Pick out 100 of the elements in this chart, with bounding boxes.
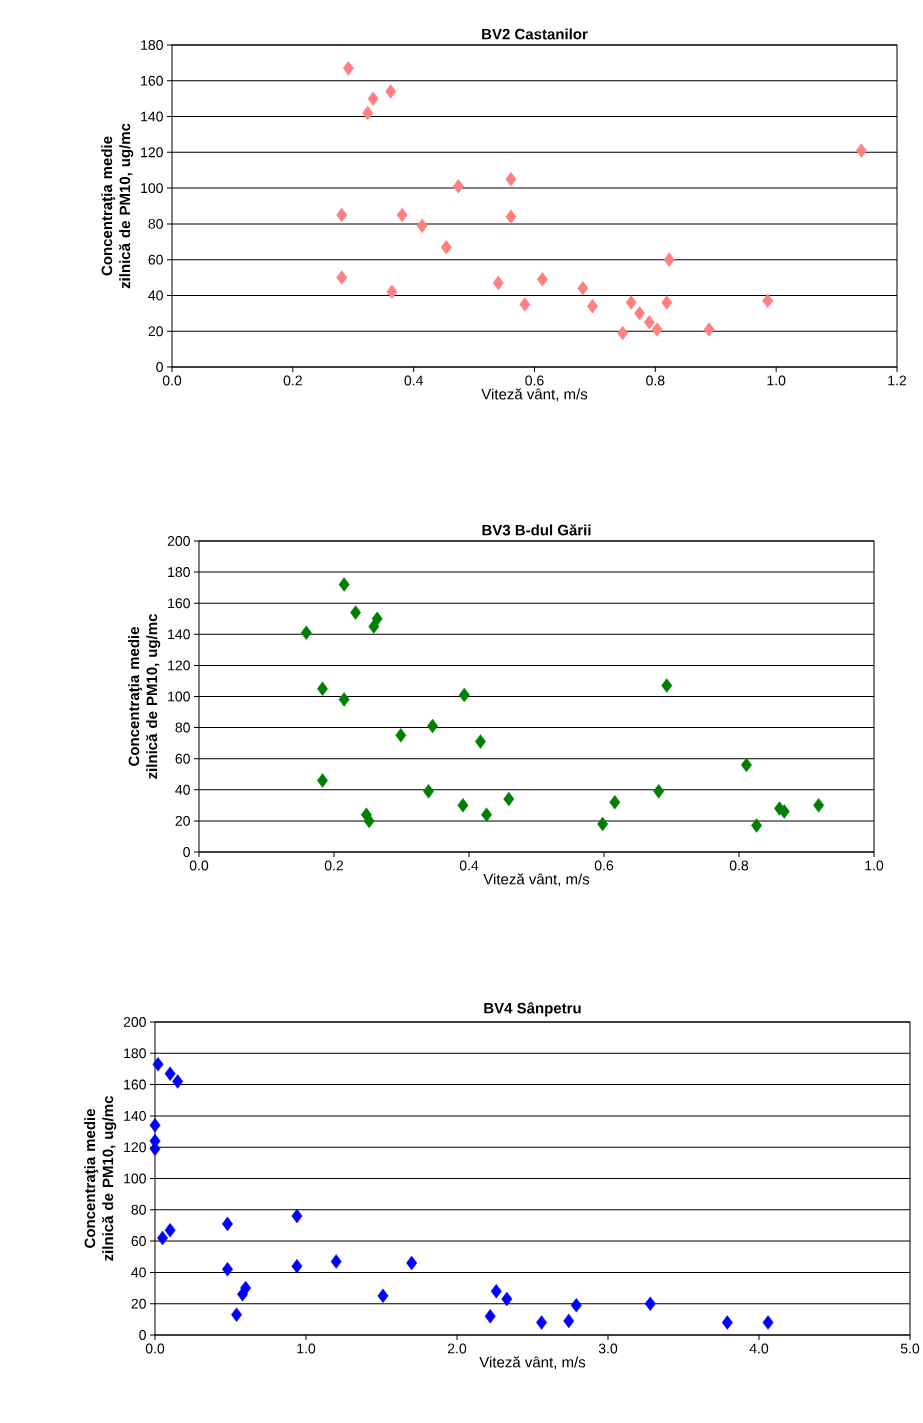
point — [350, 605, 362, 620]
x-tick-label: 2.0 — [447, 1343, 467, 1354]
point — [423, 784, 434, 799]
point — [440, 239, 452, 255]
x-tick-label: 0.0 — [189, 860, 209, 871]
y-tick-label: 160 — [168, 598, 190, 609]
point — [406, 1255, 418, 1271]
point — [396, 207, 408, 223]
y-tick-label: 160 — [141, 75, 163, 86]
point — [164, 1066, 176, 1081]
point — [505, 209, 517, 224]
point — [395, 728, 407, 743]
point — [368, 619, 380, 634]
point — [536, 272, 548, 287]
point — [291, 1258, 303, 1274]
y-tick-label: 40 — [175, 784, 190, 795]
x-tick-label: 0.4 — [404, 375, 423, 386]
point — [386, 284, 398, 300]
point — [317, 773, 328, 788]
y-tick-label: 160 — [124, 1079, 146, 1090]
y-axis-title: Concentraţia medie zilnică de PM10, ug/mc — [128, 614, 161, 779]
x-tick-label: 0.4 — [459, 860, 479, 871]
x-tick-label: 0.2 — [324, 860, 344, 871]
x-axis-title: Viteză vânt, m/s — [481, 388, 588, 402]
y-tick-label: 80 — [148, 218, 163, 229]
point — [703, 322, 715, 337]
point — [492, 275, 504, 291]
y-axis-title: Concentraţia medie zilnică de PM10, ug/mc — [84, 1096, 117, 1261]
chart-title: BV3 B-dul Gării — [482, 524, 591, 536]
y-tick-label: 180 — [124, 1048, 146, 1059]
point — [222, 1262, 233, 1277]
y-tick-label: 20 — [148, 326, 163, 337]
point — [644, 1296, 656, 1311]
point — [661, 678, 673, 693]
y-tick-label: 120 — [141, 147, 163, 158]
x-tick-label: 0.0 — [162, 375, 182, 386]
point — [377, 1288, 389, 1304]
point — [501, 1291, 513, 1307]
point — [475, 734, 486, 749]
y-tick-label: 20 — [131, 1298, 146, 1309]
point — [661, 295, 673, 310]
point — [336, 207, 348, 223]
x-tick-label: 1.0 — [865, 860, 884, 871]
point — [291, 1208, 303, 1224]
point — [855, 143, 867, 158]
x-tick-label: 4.0 — [749, 1343, 769, 1354]
x-tick-label: 1.0 — [297, 1343, 316, 1354]
point — [164, 1222, 176, 1238]
y-tick-label: 120 — [124, 1142, 146, 1153]
point — [634, 306, 646, 321]
point — [563, 1313, 575, 1329]
point — [385, 84, 397, 99]
point — [338, 692, 350, 707]
point — [231, 1307, 242, 1322]
point — [317, 681, 328, 696]
point — [300, 625, 312, 640]
point — [458, 687, 470, 703]
point — [452, 179, 464, 194]
y-tick-label: 40 — [131, 1267, 146, 1278]
x-tick-label: 0.6 — [525, 375, 544, 386]
point — [813, 798, 825, 813]
point — [663, 252, 675, 267]
point — [609, 795, 621, 810]
y-tick-label: 80 — [131, 1204, 146, 1215]
point — [362, 105, 374, 121]
y-tick-label: 20 — [175, 815, 190, 826]
point — [721, 1315, 733, 1330]
x-tick-label: 0.2 — [283, 375, 302, 386]
point — [457, 798, 469, 813]
point — [172, 1074, 184, 1089]
y-tick-label: 180 — [141, 40, 163, 50]
point — [338, 577, 350, 592]
x-tick-label: 0.8 — [729, 860, 749, 871]
point — [363, 813, 375, 829]
point — [152, 1057, 164, 1072]
point — [149, 1118, 161, 1133]
point — [740, 757, 752, 773]
point — [481, 807, 492, 822]
chart-title: BV4 Sânpetru — [484, 1002, 581, 1017]
point — [505, 171, 517, 187]
y-tick-label: 100 — [141, 183, 163, 194]
point — [484, 1309, 496, 1324]
y-tick-label: 60 — [175, 753, 190, 764]
y-tick-label: 0 — [139, 1330, 146, 1340]
x-tick-label: 1.2 — [888, 375, 907, 386]
y-tick-label: 200 — [123, 1017, 146, 1027]
point — [762, 293, 774, 308]
y-tick-label: 60 — [148, 254, 163, 265]
y-tick-label: 140 — [141, 111, 163, 122]
point — [643, 315, 655, 330]
point — [367, 91, 379, 106]
point — [490, 1283, 502, 1299]
y-tick-label: 120 — [168, 660, 190, 671]
y-tick-label: 140 — [168, 629, 190, 640]
x-tick-label: 0.8 — [646, 375, 665, 386]
point — [570, 1298, 582, 1313]
point — [651, 322, 663, 337]
point — [237, 1287, 249, 1302]
x-tick-label: 5.0 — [900, 1343, 920, 1354]
y-axis-title: Concentraţia medie zilnică de PM10, ug/mc — [101, 123, 134, 289]
